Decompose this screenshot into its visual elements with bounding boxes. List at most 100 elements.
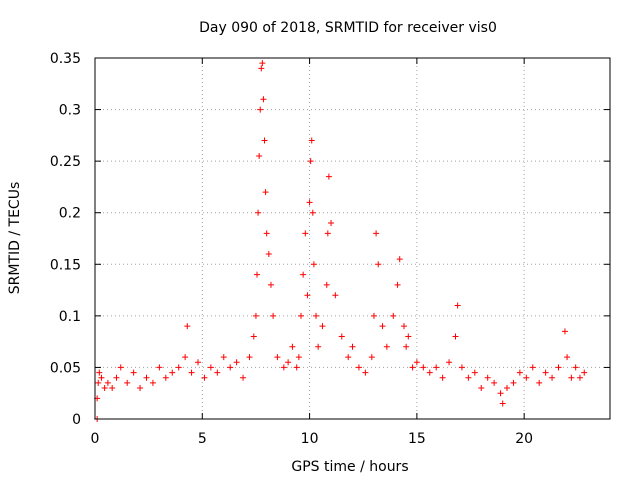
- data-point: [325, 173, 332, 180]
- data-point: [298, 312, 304, 319]
- data-point: [293, 364, 300, 371]
- data-point: [285, 359, 292, 366]
- data-point: [549, 374, 556, 381]
- data-point: [313, 312, 320, 319]
- data-point: [368, 354, 375, 361]
- data-point: [256, 152, 263, 159]
- data-point: [439, 374, 446, 381]
- data-point: [257, 106, 264, 113]
- data-point: [259, 60, 266, 67]
- data-point: [258, 65, 265, 72]
- data-point: [561, 328, 568, 335]
- data-point: [433, 364, 440, 371]
- data-point: [260, 96, 267, 103]
- data-point: [396, 256, 403, 263]
- data-point: [149, 379, 156, 386]
- data-point: [220, 354, 227, 361]
- data-point: [458, 364, 465, 371]
- y-tick-label: 0.1: [59, 309, 81, 325]
- data-point: [308, 137, 315, 144]
- data-point: [109, 385, 116, 392]
- chart-title: Day 090 of 2018, SRMTID for receiver vis…: [199, 20, 497, 36]
- data-point: [568, 374, 575, 381]
- plot-frame: [94, 57, 611, 420]
- data-point: [262, 189, 269, 196]
- y-tick-label: 0.25: [50, 154, 81, 170]
- x-tick-label: 10: [301, 431, 319, 447]
- data-point: [246, 354, 253, 361]
- data-points: [94, 60, 588, 422]
- x-tick-label: 15: [408, 431, 426, 447]
- data-point: [315, 343, 322, 350]
- data-point: [409, 364, 416, 371]
- data-point: [324, 230, 331, 237]
- y-tick-label: 0.3: [59, 103, 81, 119]
- x-tick-label: 0: [91, 431, 100, 447]
- data-point: [338, 333, 345, 340]
- data-point: [536, 379, 543, 386]
- data-point: [576, 374, 583, 381]
- data-point: [504, 385, 510, 392]
- data-point: [195, 359, 201, 366]
- data-point: [280, 364, 287, 371]
- data-point: [300, 271, 307, 278]
- data-point: [510, 379, 517, 386]
- data-point: [113, 374, 120, 381]
- data-point: [355, 364, 362, 371]
- data-point: [452, 333, 459, 340]
- data-point: [373, 230, 380, 237]
- data-point: [182, 354, 189, 361]
- data-point: [250, 333, 257, 340]
- x-tick-label: 20: [515, 431, 533, 447]
- data-point: [252, 312, 259, 319]
- data-point: [446, 359, 453, 366]
- data-point: [156, 364, 163, 371]
- data-point: [96, 369, 103, 376]
- y-tick-label: 0: [72, 412, 81, 428]
- data-point: [516, 369, 523, 376]
- x-axis-title: GPS time / hours: [291, 459, 408, 475]
- data-point: [345, 354, 352, 361]
- y-axis-title: SRMTID / TECUs: [7, 182, 23, 295]
- data-point: [465, 374, 472, 381]
- data-point: [383, 343, 390, 350]
- data-point: [137, 385, 144, 392]
- data-point: [454, 302, 461, 309]
- data-point: [304, 292, 311, 299]
- data-point: [319, 323, 326, 330]
- y-tick-label: 0.15: [50, 257, 81, 273]
- data-point: [233, 359, 240, 366]
- x-tick-label: 5: [198, 431, 207, 447]
- data-point: [349, 343, 356, 350]
- data-point: [184, 323, 191, 330]
- data-point: [255, 209, 262, 216]
- data-point: [370, 312, 377, 319]
- data-point: [478, 385, 485, 392]
- data-point: [267, 281, 274, 288]
- data-point: [375, 261, 382, 268]
- data-point: [529, 364, 536, 371]
- data-point: [124, 379, 131, 386]
- data-point: [491, 379, 498, 386]
- data-point: [307, 158, 314, 165]
- data-point: [309, 209, 316, 216]
- data-point: [101, 385, 108, 392]
- data-point: [484, 374, 491, 381]
- data-point: [188, 369, 195, 376]
- data-point: [471, 369, 478, 376]
- data-point: [523, 374, 530, 381]
- data-point: [240, 374, 247, 381]
- axis-ticks: [94, 57, 610, 420]
- data-point: [261, 137, 268, 144]
- data-point: [302, 230, 309, 237]
- y-tick-label: 0.05: [50, 360, 81, 376]
- data-point: [379, 323, 386, 330]
- data-point: [390, 312, 397, 319]
- data-point: [162, 374, 169, 381]
- data-point: [270, 312, 277, 319]
- data-point: [310, 261, 317, 268]
- data-point: [362, 369, 369, 376]
- data-point: [328, 220, 335, 227]
- x-tick-labels: 0 5 10 15 20: [91, 431, 534, 447]
- data-point: [295, 354, 302, 361]
